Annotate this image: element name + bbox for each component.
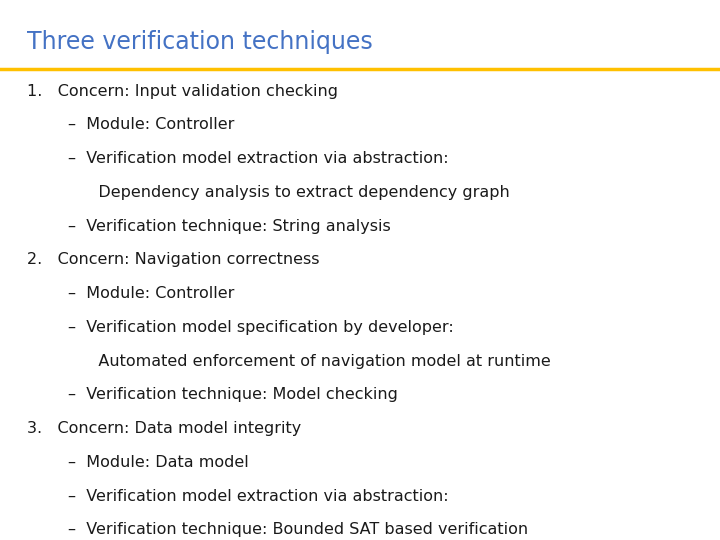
Text: –  Verification technique: Bounded SAT based verification: – Verification technique: Bounded SAT ba… xyxy=(68,523,528,537)
Text: –  Verification model extraction via abstraction:: – Verification model extraction via abst… xyxy=(68,151,449,166)
Text: –  Verification model specification by developer:: – Verification model specification by de… xyxy=(68,320,454,335)
Text: –  Module: Data model: – Module: Data model xyxy=(68,455,249,470)
Text: Three verification techniques: Three verification techniques xyxy=(27,30,373,53)
Text: Dependency analysis to extract dependency graph: Dependency analysis to extract dependenc… xyxy=(83,185,510,200)
Text: –  Verification technique: Model checking: – Verification technique: Model checking xyxy=(68,388,398,402)
Text: 1.   Concern: Input validation checking: 1. Concern: Input validation checking xyxy=(27,84,338,99)
Text: –  Module: Controller: – Module: Controller xyxy=(68,117,235,132)
Text: –  Module: Controller: – Module: Controller xyxy=(68,286,235,301)
Text: Automated enforcement of navigation model at runtime: Automated enforcement of navigation mode… xyxy=(83,354,551,369)
Text: –  Verification model extraction via abstraction:: – Verification model extraction via abst… xyxy=(68,489,449,504)
Text: 3.   Concern: Data model integrity: 3. Concern: Data model integrity xyxy=(27,421,302,436)
Text: –  Verification technique: String analysis: – Verification technique: String analysi… xyxy=(68,219,391,234)
Text: 2.   Concern: Navigation correctness: 2. Concern: Navigation correctness xyxy=(27,252,320,267)
